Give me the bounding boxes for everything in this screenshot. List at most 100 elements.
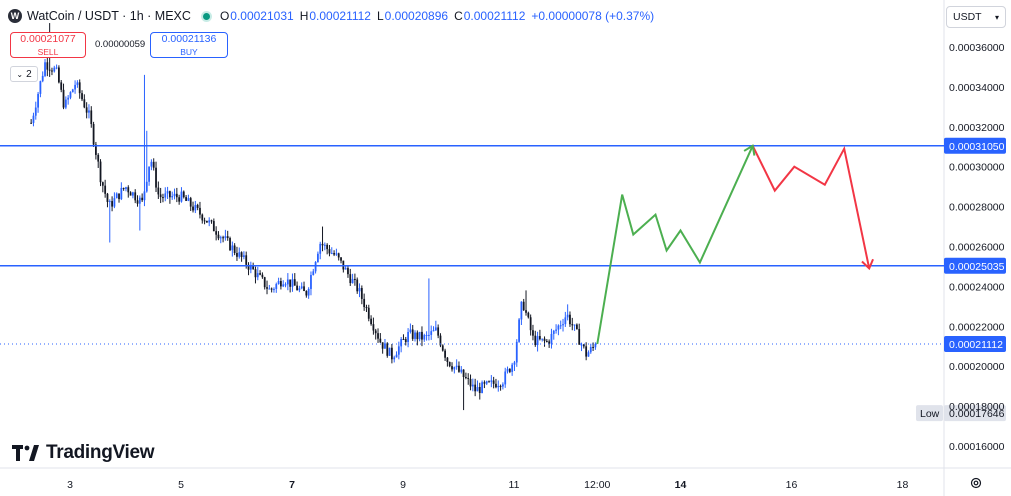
candle-body [261, 274, 264, 278]
current-price-label: 0.00021112 [949, 339, 1003, 351]
currency-select[interactable]: USDT ▾ [946, 6, 1006, 28]
candle-body [441, 345, 444, 351]
indicators-toggle-button[interactable]: ⌄ 2 [10, 66, 38, 82]
candle-body [527, 312, 530, 318]
candle-body [536, 336, 539, 346]
candle-body [51, 70, 53, 72]
candle-body [397, 346, 400, 355]
candle-body [245, 255, 248, 265]
candle-body [391, 347, 393, 360]
y-tick-label: 0.00018000 [949, 401, 1005, 413]
candle-body [129, 192, 132, 196]
candle-body [407, 332, 409, 343]
candle-body [381, 342, 384, 349]
candle-body [194, 204, 197, 211]
candle-body [210, 220, 213, 222]
x-tick-label: 5 [178, 479, 184, 491]
candle-body [330, 253, 333, 255]
candle-body [502, 384, 504, 387]
candle-body [132, 192, 134, 196]
tradingview-logo[interactable]: TradingView [12, 442, 155, 464]
candle-body [125, 187, 127, 189]
candle-body [386, 343, 389, 356]
candle-body [495, 383, 497, 388]
candle-body [478, 387, 481, 393]
candle-body [402, 339, 405, 341]
candle-body [55, 67, 58, 69]
candle-body [437, 327, 440, 336]
candle-body [511, 364, 514, 372]
candle-body [37, 93, 39, 108]
ohlc-close-label: C [454, 9, 463, 23]
symbol-title[interactable]: WatCoin / USDT · 1h · MEXC [27, 9, 191, 23]
candle-body [32, 115, 35, 123]
candle-body [497, 385, 500, 388]
time-axis[interactable]: 3 5 7 9 11 12:00 14 16 18 [67, 479, 908, 491]
candle-body [164, 193, 167, 198]
candle-body [46, 62, 49, 70]
candle-body [314, 262, 317, 272]
candle-body [58, 67, 60, 83]
candle-body [212, 221, 215, 232]
candle-body [64, 99, 67, 108]
candle-body [256, 273, 259, 278]
y-tick-label: 0.00022000 [949, 321, 1005, 333]
candle-body [513, 362, 516, 365]
horizontal-levels[interactable]: 0.00031050 0.00025035 0.00021112 Low 0.00017… [0, 137, 1006, 422]
candle-body [508, 368, 511, 372]
symbol-header: W WatCoin / USDT · 1h · MEXC O 0.00021031… [8, 7, 654, 25]
candle-body [182, 191, 185, 198]
candle-body [108, 201, 111, 203]
buy-button[interactable]: 0.00021136 BUY [150, 32, 228, 58]
candle-body [446, 357, 449, 363]
candle-body [506, 368, 509, 372]
gear-icon[interactable] [969, 476, 983, 490]
candle-body [476, 387, 479, 392]
candle-body [236, 252, 238, 257]
y-tick-label: 0.00028000 [949, 202, 1005, 214]
price-axis[interactable]: 0.00036000 0.00034000 0.00032000 0.00030000… [949, 42, 1005, 453]
candle-body [215, 231, 218, 235]
candle-body [467, 377, 470, 379]
candle-body [532, 330, 534, 336]
market-status-icon[interactable] [202, 12, 210, 20]
sell-button[interactable]: 0.00021077 SELL [10, 32, 86, 58]
y-tick-label: 0.00024000 [949, 281, 1005, 293]
candle-body [196, 204, 199, 208]
candle-body [312, 271, 315, 275]
candle-body [99, 161, 102, 183]
candle-body [34, 107, 37, 116]
candle-body [169, 191, 171, 198]
candle-body [60, 82, 63, 90]
candle-body [127, 187, 130, 193]
candle-body [550, 333, 553, 344]
candle-body [393, 357, 396, 360]
candle-body [148, 166, 150, 182]
candle-body [238, 252, 241, 257]
y-tick-label: 0.00032000 [949, 122, 1005, 134]
candle-body [30, 122, 33, 124]
chevron-down-icon: ⌄ [16, 69, 24, 79]
candle-body [254, 269, 257, 278]
candle-body [180, 191, 183, 202]
candle-body [557, 325, 560, 330]
y-tick-label: 0.00016000 [949, 441, 1005, 453]
candle-body [185, 197, 187, 201]
current-price-tag [944, 336, 1006, 353]
bullish-projection-line [596, 145, 754, 345]
candle-body [418, 331, 421, 340]
candle-body [471, 384, 474, 387]
ohlc-high-label: H [299, 9, 309, 23]
candle-body [515, 341, 518, 363]
candle-body [143, 191, 146, 201]
candle-body [303, 286, 305, 292]
ohlc-low-label: L [376, 9, 384, 23]
candle-body [203, 220, 206, 222]
x-tick-label: 12:00 [584, 479, 610, 491]
candle-body [111, 201, 113, 207]
candle-body [300, 286, 303, 289]
candle-body [499, 385, 502, 387]
candle-body [259, 273, 261, 275]
